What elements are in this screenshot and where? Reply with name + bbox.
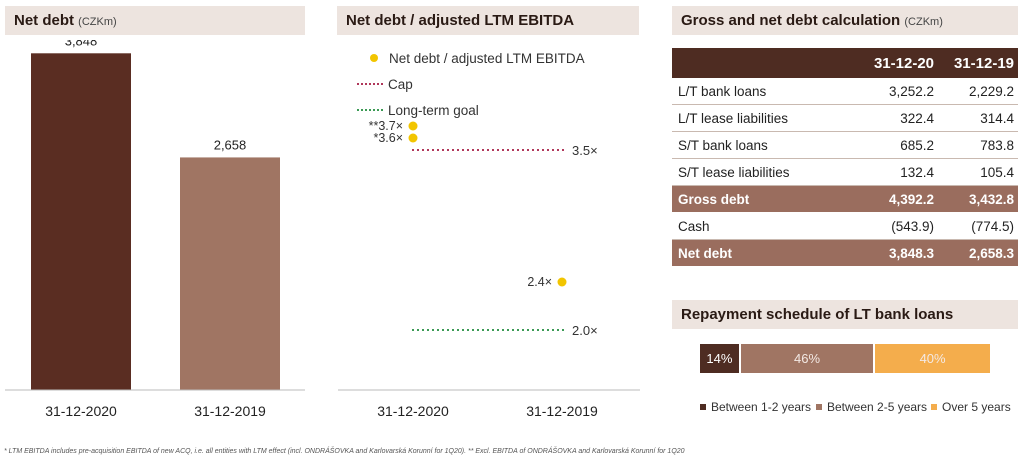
row-label: S/T lease liabilities (672, 158, 858, 186)
x-tick-label: 31-12-2020 (377, 403, 449, 419)
legend-swatch (816, 404, 822, 410)
table-row: Gross debt 4,392.2 3,432.8 (672, 185, 1018, 213)
repayment-title: Repayment schedule of LT bank loans (672, 300, 1018, 329)
legend-label: Between 1-2 years (711, 400, 812, 414)
legend-label: Between 2-5 years (827, 400, 928, 414)
row-value: 3,848.3 (858, 239, 938, 267)
row-label: L/T lease liabilities (672, 104, 858, 132)
net-debt-title-text: Net debt (14, 12, 74, 29)
legend-label: Long-term goal (388, 103, 479, 118)
legend-dot-marker (370, 54, 378, 62)
row-value: 105.4 (938, 158, 1018, 186)
table-title-text: Gross and net debt calculation (681, 12, 901, 29)
net-debt-title: Net debt (CZKm) (5, 6, 305, 35)
data-point-label: 2.4× (527, 275, 552, 289)
row-label: Net debt (672, 239, 858, 267)
x-tick-label: 31-12-2020 (45, 403, 117, 419)
row-value: 322.4 (858, 104, 938, 132)
row-value: 3,252.2 (858, 78, 938, 105)
column-header (672, 48, 858, 78)
row-value: 3,432.8 (938, 185, 1018, 213)
x-tick-label: 31-12-2019 (526, 403, 598, 419)
row-value: 314.4 (938, 104, 1018, 132)
row-value: 2,658.3 (938, 239, 1018, 267)
data-point (408, 121, 418, 131)
row-value: (774.5) (938, 212, 1018, 240)
x-tick-label: 31-12-2019 (194, 403, 266, 419)
legend-swatch (931, 404, 937, 410)
data-point (557, 277, 567, 287)
row-label: L/T bank loans (672, 78, 858, 105)
debt-calculation-table: 31-12-20 31-12-19 L/T bank loans 3,252.2 2,2… (672, 48, 1018, 267)
row-value: 132.4 (858, 158, 938, 186)
bar-31-12-2020 (31, 53, 131, 391)
footnote: * LTM EBITDA includes pre-acquisition EB… (4, 448, 685, 455)
repayment-segment: 46% (740, 344, 874, 373)
legend-label: Cap (388, 77, 413, 92)
net-debt-bar-chart: 3,848 31-12-2020 2,658 31-12-2019 (5, 40, 305, 419)
legend-item: Between 2-5 years (816, 400, 927, 414)
table-row: L/T lease liabilities 322.4 314.4 (672, 104, 1018, 132)
legend-label: Net debt / adjusted LTM EBITDA (389, 51, 585, 66)
column-header: 31-12-19 (938, 48, 1018, 78)
data-point-label: **3.7× (369, 119, 403, 133)
row-value: 4,392.2 (858, 185, 938, 213)
data-point (408, 133, 418, 143)
table-title: Gross and net debt calculation (CZKm) (672, 6, 1018, 35)
table-title-unit: (CZKm) (904, 16, 943, 28)
table-row: S/T lease liabilities 132.4 105.4 (672, 158, 1018, 186)
table-row: Cash (543.9) (774.5) (672, 212, 1018, 240)
legend-label: Over 5 years (942, 400, 1011, 414)
table-row: Net debt 3,848.3 2,658.3 (672, 239, 1018, 267)
bar-31-12-2019 (180, 157, 280, 390)
legend-item: Between 1-2 years (700, 400, 811, 414)
net-debt-title-unit: (CZKm) (78, 16, 117, 28)
bar-value-label: 2,658 (214, 137, 247, 152)
row-value: 783.8 (938, 131, 1018, 159)
row-label: S/T bank loans (672, 131, 858, 159)
legend-swatch (700, 404, 706, 410)
table-row: L/T bank loans 3,252.2 2,229.2 (672, 78, 1018, 105)
repayment-segment: 40% (875, 344, 990, 373)
repayment-title-text: Repayment schedule of LT bank loans (681, 306, 954, 323)
cap-label: 3.5× (572, 143, 598, 158)
goal-label: 2.0× (572, 323, 598, 338)
column-header: 31-12-20 (858, 48, 938, 78)
row-value: 685.2 (858, 131, 938, 159)
table-header-row: 31-12-20 31-12-19 (672, 48, 1018, 78)
repayment-segment: 14% (700, 344, 739, 373)
row-label: Cash (672, 212, 858, 240)
bar-value-label: 3,848 (65, 40, 98, 48)
legend-item: Over 5 years (931, 400, 1011, 414)
ratio-title: Net debt / adjusted LTM EBITDA (337, 6, 639, 35)
row-label: Gross debt (672, 185, 858, 213)
ratio-chart: Net debt / adjusted LTM EBITDA Cap Long-te… (338, 51, 640, 419)
data-point-label: *3.6× (373, 131, 403, 145)
table-row: S/T bank loans 685.2 783.8 (672, 131, 1018, 159)
ratio-title-text: Net debt / adjusted LTM EBITDA (346, 12, 575, 29)
row-value: 2,229.2 (938, 78, 1018, 105)
row-value: (543.9) (858, 212, 938, 240)
